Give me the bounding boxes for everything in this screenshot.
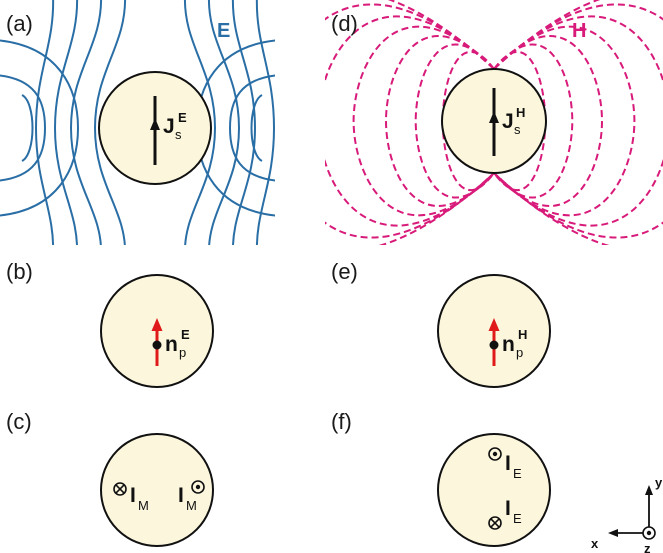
h-field-line: [441, 51, 495, 191]
electric-current-label-bottom: I: [505, 497, 511, 520]
normal-label-b: n: [165, 333, 178, 356]
normal-sup-e: H: [518, 327, 527, 342]
sphere-c: [100, 433, 214, 547]
out-of-page-icon: [191, 480, 205, 494]
current-sup-a: E: [178, 110, 187, 125]
h-field-line: [493, 35, 604, 207]
current-sub-d: s: [514, 122, 521, 137]
e-field-line: [184, 0, 217, 245]
h-field-line: [493, 51, 547, 191]
magnetic-current-label-left: I: [130, 484, 136, 507]
h-field-line: [325, 3, 495, 239]
panel-a: J s E (a) E: [0, 0, 275, 245]
current-arrowhead-a: [150, 118, 160, 130]
panel-label-a: (a): [6, 11, 33, 36]
panel-f: (f) I E I E: [331, 409, 551, 547]
panel-label-f: (f): [331, 409, 352, 434]
field-label-e: E: [217, 20, 230, 42]
panel-d: J s H (d) H: [325, 0, 663, 245]
panel-c: (c) I M I M: [6, 409, 214, 547]
panel-b: (b) n p E: [6, 259, 214, 388]
h-field-line: [352, 25, 495, 217]
out-of-page-icon: [488, 447, 502, 461]
into-page-icon: [488, 516, 502, 530]
e-field-line: [21, 94, 34, 162]
h-field-line: [493, 25, 636, 217]
e-field-line: [208, 0, 241, 245]
magnetic-current-sub-left: M: [138, 498, 149, 513]
panel-label-b: (b): [6, 259, 33, 284]
h-field-line: [493, 43, 574, 199]
e-field-line: [93, 0, 126, 245]
normal-label-e: n: [502, 333, 515, 356]
magnetic-current-sub-right: M: [186, 498, 197, 513]
h-field-line: [414, 43, 495, 199]
x-axis-arrowhead: [608, 529, 618, 537]
electric-current-label-top: I: [505, 452, 511, 475]
normal-sub-e: p: [516, 345, 523, 360]
h-field-lines: [325, 0, 663, 245]
current-arrowhead-d: [489, 111, 499, 123]
coordinate-axes: y x z: [591, 475, 663, 553]
dipole-point-b: [152, 340, 162, 350]
e-field-line: [228, 74, 275, 182]
panel-e: (e) n p H: [331, 259, 551, 388]
panel-label-c: (c): [6, 409, 32, 434]
e-field-line: [53, 0, 78, 245]
e-field-line: [69, 0, 102, 245]
e-field-line: [34, 0, 55, 245]
h-field-line: [493, 3, 663, 239]
e-field-line: [250, 94, 263, 162]
panel-label-d: (d): [331, 11, 358, 36]
normal-sub-b: p: [179, 345, 186, 360]
normal-arrowhead-e: [488, 318, 500, 331]
into-page-icon: [113, 482, 127, 496]
magnetic-current-label-right: I: [178, 484, 184, 507]
dipole-point-e: [489, 340, 499, 350]
electric-current-sub-bottom: E: [513, 511, 522, 526]
field-label-h: H: [572, 20, 586, 42]
current-label-d: J: [502, 110, 514, 133]
normal-sup-b: E: [181, 327, 190, 342]
e-field-lines: [0, 0, 275, 245]
y-axis-arrowhead: [645, 485, 653, 495]
z-axis-label: z: [644, 541, 651, 553]
normal-arrowhead-b: [151, 318, 163, 331]
e-field-line: [232, 0, 257, 245]
current-sub-a: s: [175, 127, 182, 142]
e-field-line: [255, 0, 275, 245]
electric-current-sub-top: E: [513, 466, 522, 481]
e-field-line: [0, 39, 80, 217]
x-axis-label: x: [591, 536, 599, 551]
sphere-f: [437, 433, 551, 547]
y-axis-label: y: [655, 475, 663, 490]
current-label-a: J: [163, 115, 175, 138]
panel-label-e: (e): [331, 259, 358, 284]
current-sup-d: H: [516, 105, 525, 120]
h-field-line: [384, 35, 495, 207]
z-axis-out-of-page-icon: [642, 526, 656, 540]
e-field-line: [0, 74, 47, 182]
